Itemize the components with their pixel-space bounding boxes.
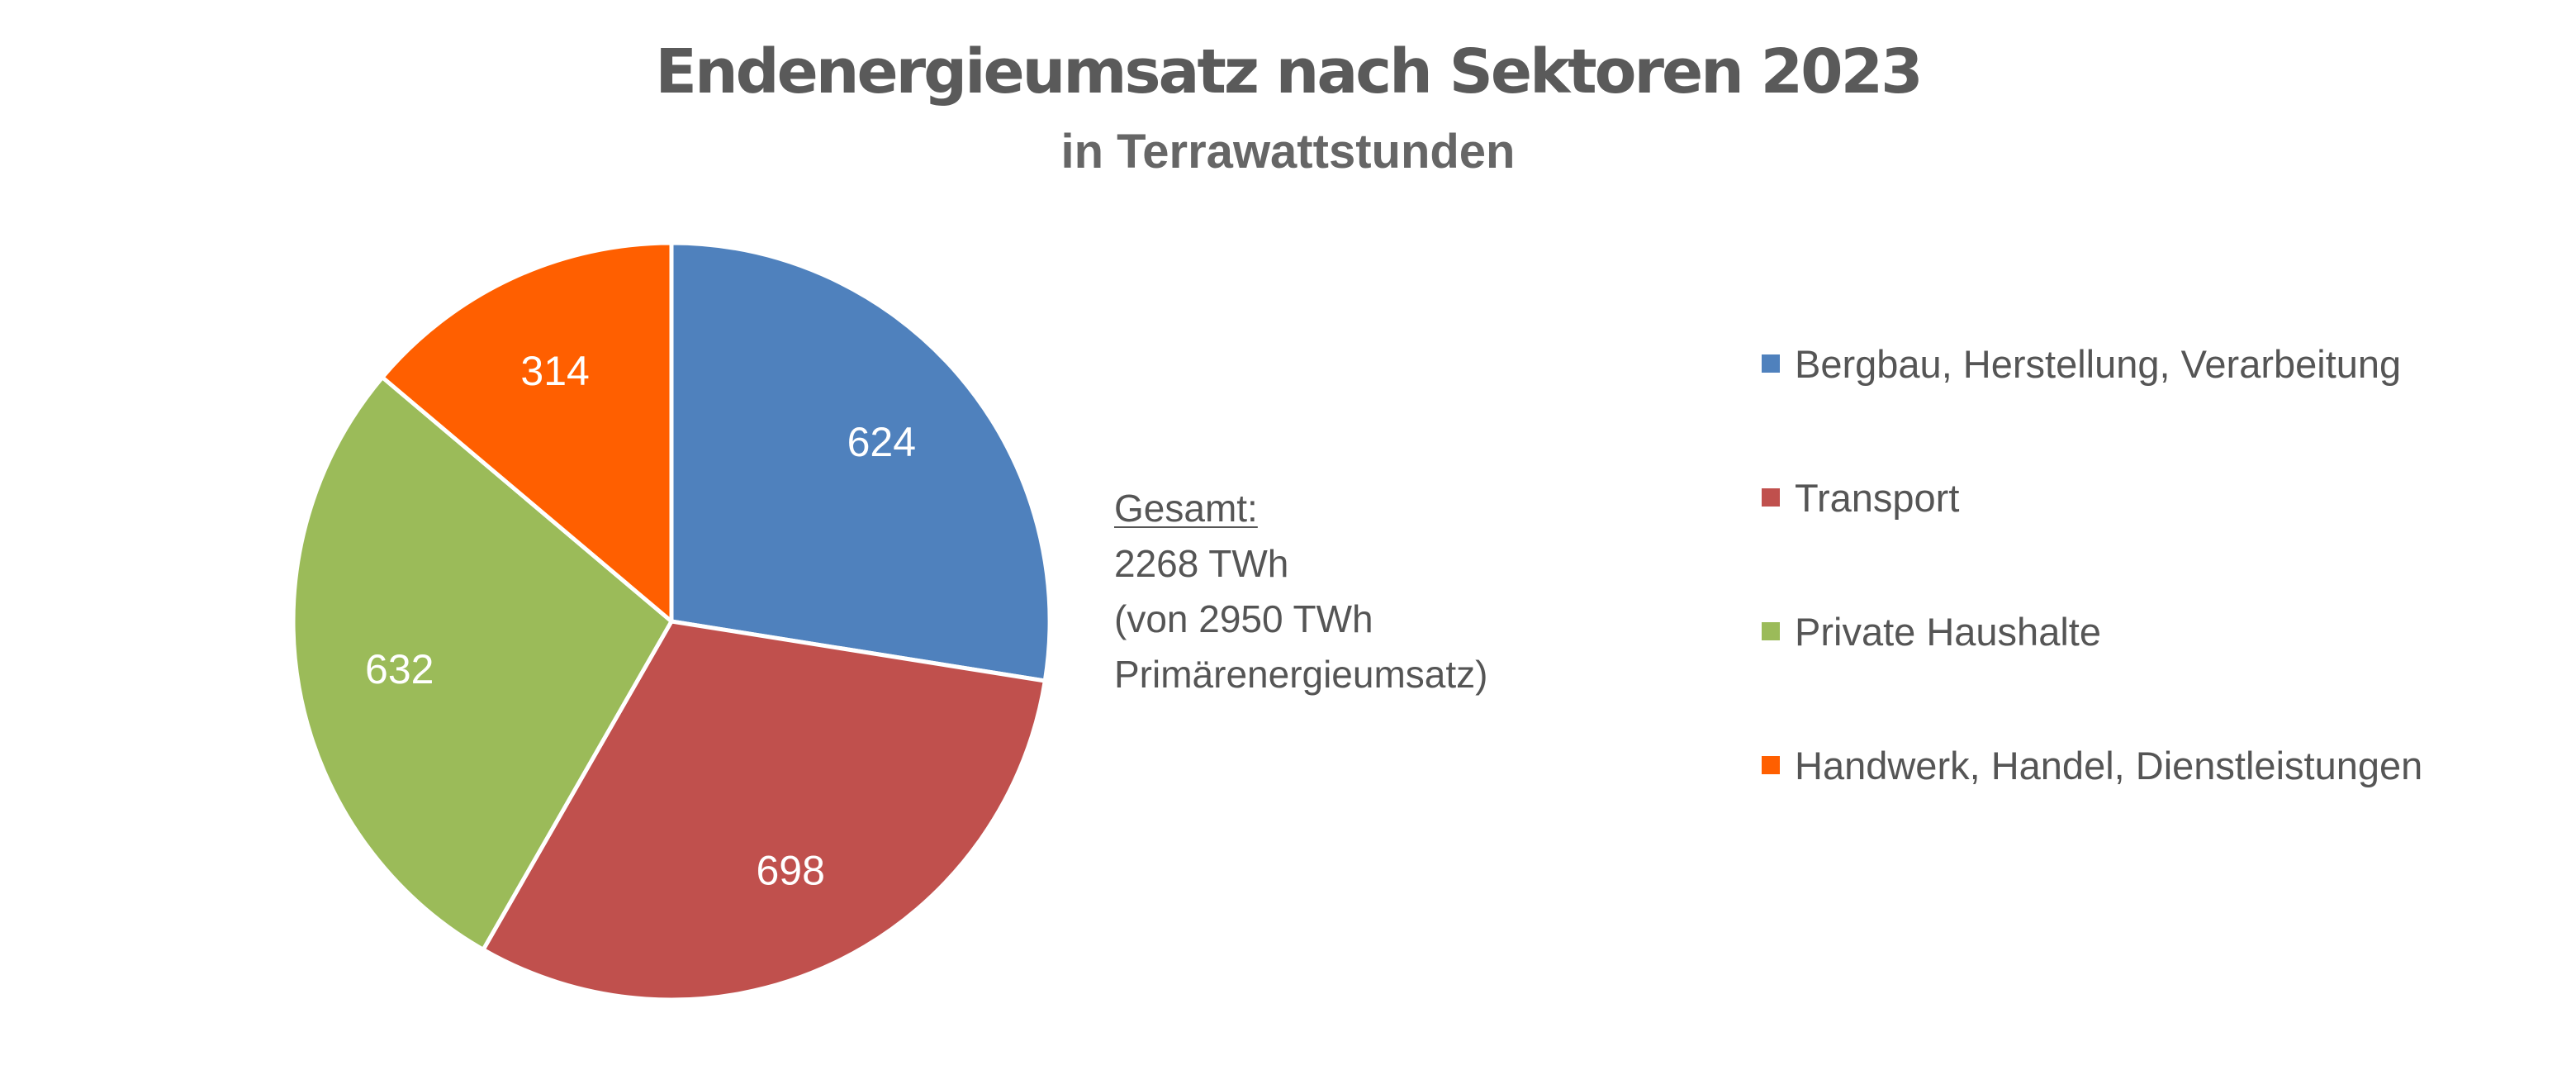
pie-slice [481,619,1047,1002]
legend-item: Transport [1762,474,2422,521]
pie-slice [669,240,1052,683]
slice-data-label: 698 [757,848,825,894]
total-annotation-heading: Gesamt: [1114,487,1258,530]
slice-data-label: 314 [520,348,589,394]
legend-label: Bergbau, Herstellung, Verarbeitung [1795,341,2402,386]
total-annotation: Gesamt: 2268 TWh (von 2950 TWh Primärene… [1114,481,1487,702]
pie-slices [291,240,1052,1002]
chart-subtitle: in Terrawattstunden [1060,125,1516,178]
pie-slice [291,375,674,952]
total-annotation-line: 2268 TWh [1114,542,1289,585]
legend-swatch [1762,488,1780,507]
legend-item: Private Haushalte [1762,608,2422,654]
total-annotation-line: Primärenergieumsatz) [1114,653,1488,696]
legend-label: Handwerk, Handel, Dienstleistungen [1795,743,2423,787]
chart-legend: Bergbau, Herstellung, Verarbeitung Trans… [1762,340,2422,876]
slice-data-label: 624 [847,419,916,465]
legend-item: Bergbau, Herstellung, Verarbeitung [1762,340,2422,387]
legend-label: Transport [1795,475,1960,520]
total-annotation-line: (von 2950 TWh [1114,597,1373,640]
legend-label: Private Haushalte [1795,609,2101,654]
pie-slice [380,240,674,624]
legend-swatch [1762,622,1780,640]
slice-data-label: 632 [365,646,434,692]
chart-title: Endenergieumsatz nach Sektoren 2023 [655,36,1923,107]
legend-item: Handwerk, Handel, Dienstleistungen [1762,742,2422,788]
legend-swatch [1762,354,1780,373]
pie-data-labels: 624 698 632 314 [365,348,916,894]
legend-swatch [1762,756,1780,774]
